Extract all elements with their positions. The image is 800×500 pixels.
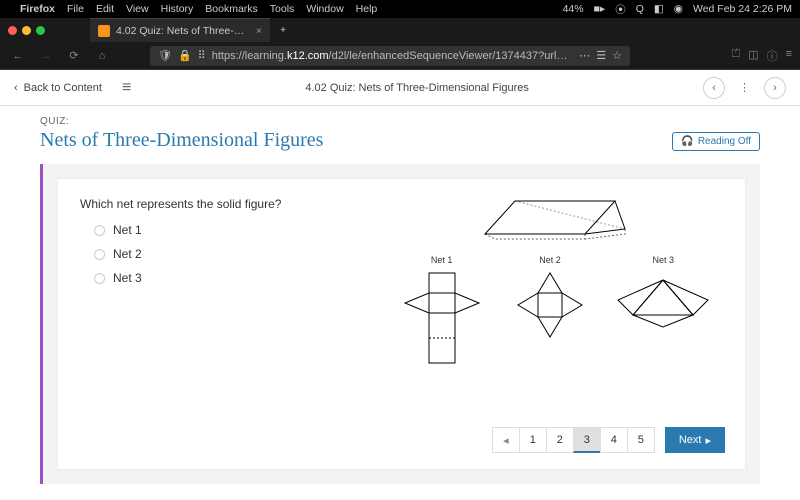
hamburger-icon[interactable]: ≡ xyxy=(122,79,131,97)
permissions-icon[interactable]: ⠿ xyxy=(198,49,206,62)
net1-label: Net 1 xyxy=(397,255,487,265)
menu-window[interactable]: Window xyxy=(306,3,343,15)
headphones-icon: 🎧 xyxy=(681,136,693,147)
back-to-content-link[interactable]: ‹ Back to Content xyxy=(14,82,102,94)
next-label: Next xyxy=(679,434,702,446)
quiz-area: Which net represents the solid figure? N… xyxy=(40,164,760,484)
pager-1[interactable]: 1 xyxy=(519,427,547,453)
net2-label: Net 2 xyxy=(510,255,590,265)
reader-icon[interactable]: ☰ xyxy=(596,49,606,62)
menu-file[interactable]: File xyxy=(67,3,84,15)
pager-prev[interactable]: ◂ xyxy=(492,427,520,453)
page-top-title: 4.02 Quiz: Nets of Three-Dimensional Fig… xyxy=(131,82,703,94)
app-topbar: ‹ Back to Content ≡ 4.02 Quiz: Nets of T… xyxy=(0,70,800,106)
menu-tools[interactable]: Tools xyxy=(270,3,295,15)
app-menu[interactable]: Firefox xyxy=(20,3,55,15)
window-max-icon[interactable] xyxy=(36,26,45,35)
clock[interactable]: Wed Feb 24 2:26 PM xyxy=(693,3,792,15)
shield-icon[interactable]: 🛡 xyxy=(158,49,172,62)
account-icon[interactable]: ⓘ xyxy=(767,48,778,64)
new-tab-button[interactable]: + xyxy=(270,24,296,36)
net1-figure xyxy=(397,265,487,375)
net3-label: Net 3 xyxy=(613,255,713,265)
reading-label: Reading Off xyxy=(698,136,751,147)
tab-title: 4.02 Quiz: Nets of Three-Dime xyxy=(116,25,250,37)
tab-close-icon[interactable]: × xyxy=(256,25,262,37)
next-page-button[interactable]: › xyxy=(764,77,786,99)
battery-text: 44% xyxy=(563,3,584,15)
figures-panel: Net 1 xyxy=(385,189,725,378)
os-menubar: Firefox File Edit View History Bookmarks… xyxy=(0,0,800,18)
url-text: https://learning.k12.com/d2l/le/enhanced… xyxy=(212,50,574,62)
url-field[interactable]: 🛡 🔒 ⠿ https://learning.k12.com/d2l/le/en… xyxy=(150,46,630,66)
pager-2[interactable]: 2 xyxy=(546,427,574,453)
pager-4[interactable]: 4 xyxy=(600,427,628,453)
quiz-title: Nets of Three-Dimensional Figures xyxy=(40,129,760,152)
radio-icon xyxy=(94,273,105,284)
nav-home-icon[interactable]: ⌂ xyxy=(92,50,112,62)
browser-tabbar: 4.02 Quiz: Nets of Three-Dime × + xyxy=(0,18,800,42)
battery-icon: ■▸ xyxy=(594,3,606,15)
menu-help[interactable]: Help xyxy=(356,3,378,15)
menu-bookmarks[interactable]: Bookmarks xyxy=(205,3,258,15)
pager-3[interactable]: 3 xyxy=(573,427,601,453)
pager-5[interactable]: 5 xyxy=(627,427,655,453)
sidebar-icon[interactable]: ◫ xyxy=(748,48,758,64)
nav-reload-icon[interactable]: ⟳ xyxy=(64,49,84,62)
siri-icon[interactable]: ◉ xyxy=(674,3,683,15)
reading-toggle[interactable]: 🎧 Reading Off xyxy=(672,132,760,151)
menu-view[interactable]: View xyxy=(126,3,149,15)
solid-figure xyxy=(475,189,635,249)
search-icon[interactable]: Q xyxy=(636,3,644,15)
control-center-icon[interactable]: ◧ xyxy=(654,3,664,15)
browser-tab[interactable]: 4.02 Quiz: Nets of Three-Dime × xyxy=(90,18,270,42)
prev-page-button[interactable]: ‹ xyxy=(703,77,725,99)
next-arrow-icon: ▸ xyxy=(705,434,711,447)
net2-figure xyxy=(510,265,590,345)
wifi-icon[interactable]: ⦿ xyxy=(615,2,626,17)
back-label: Back to Content xyxy=(24,82,102,94)
lock-icon[interactable]: 🔒 xyxy=(178,49,192,62)
library-icon[interactable]: ⏍ xyxy=(732,48,740,64)
browser-toolbar: ← → ⟳ ⌂ 🛡 🔒 ⠿ https://learning.k12.com/d… xyxy=(0,42,800,70)
nav-forward-icon: → xyxy=(36,50,56,62)
bookmark-icon[interactable]: ☆ xyxy=(612,49,622,62)
radio-icon xyxy=(94,225,105,236)
page-content: ‹ Back to Content ≡ 4.02 Quiz: Nets of T… xyxy=(0,70,800,500)
menu-edit[interactable]: Edit xyxy=(96,3,114,15)
menu-history[interactable]: History xyxy=(161,3,194,15)
radio-icon xyxy=(94,249,105,260)
window-close-icon[interactable] xyxy=(8,26,17,35)
url-more-icon[interactable]: ⋯ xyxy=(579,49,590,62)
tab-favicon xyxy=(98,25,110,37)
quiz-label: QUIZ: xyxy=(40,116,760,127)
window-min-icon[interactable] xyxy=(22,26,31,35)
menu-icon[interactable]: ≡ xyxy=(786,48,792,64)
net3-figure xyxy=(613,265,713,335)
quiz-card: Which net represents the solid figure? N… xyxy=(57,178,746,470)
kebab-icon[interactable]: ⋮ xyxy=(739,81,750,94)
next-button[interactable]: Next ▸ xyxy=(665,427,725,453)
nav-back-icon[interactable]: ← xyxy=(8,50,28,62)
chevron-left-icon: ‹ xyxy=(14,82,18,94)
pagination: ◂ 1 2 3 4 5 Next ▸ xyxy=(493,427,725,453)
